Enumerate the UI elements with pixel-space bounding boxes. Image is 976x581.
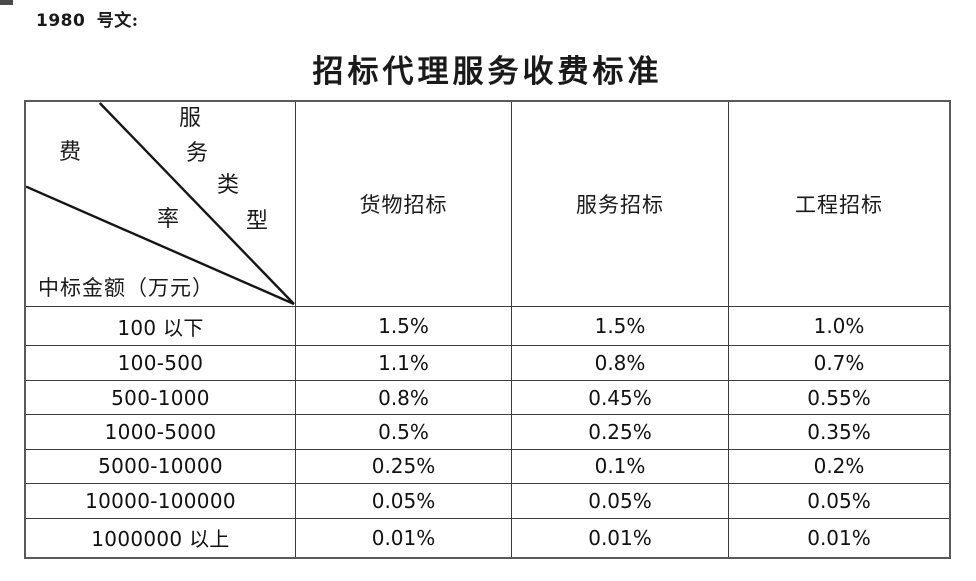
col-axis-char: 服 [179,106,203,131]
rate-cell: 0.01% [807,525,871,550]
column-header-engineering: 工程招标 [795,193,883,217]
col-axis-char: 类 [217,173,241,198]
rate-cell: 0.5% [296,415,512,449]
rate-cell: 1.1% [296,346,512,380]
table-row: 1000000 以上 0.01% 0.01% 0.01% [26,518,949,557]
rate-cell: 1.5% [296,307,512,346]
rate-cell: 0.8% [512,346,729,380]
table-row: 100 以下 1.5% 1.5% 1.0% [26,307,949,347]
column-header-service: 服务招标 [512,102,729,306]
table-row: 500-1000 0.8% 0.45% 0.55% [26,380,949,416]
amount-cell: 100 以下 [26,307,296,346]
rate-cell: 0.05% [807,488,871,513]
corner-artifact [0,0,13,5]
cell-value-char: 率 [157,207,181,232]
rate-cell: 0.25% [512,415,729,449]
amount-cell: 10000-100000 [26,484,296,518]
amount-cell: 100-500 [26,346,296,380]
rate-cell: 0.35% [807,419,871,444]
table-row: 5000-10000 0.25% 0.1% 0.2% [26,449,949,485]
amount-cell: 1000-5000 [26,415,296,449]
cell-value-char: 费 [59,140,83,165]
rate-cell: 0.45% [512,380,729,415]
doc-reference: 1980 号文: [36,6,139,31]
doc-number: 1980 [36,11,86,31]
table-row: 100-500 1.1% 0.8% 0.7% [26,346,949,381]
col-axis-char: 务 [186,141,210,166]
rate-cell: 1.5% [512,307,729,346]
rate-cell: 0.8% [296,380,512,415]
rate-cell: 0.01% [296,518,512,557]
rate-cell: 0.05% [512,484,729,518]
amount-cell: 1000000 以上 [26,518,296,557]
rate-cell: 0.55% [807,385,871,410]
rate-cell: 0.1% [512,449,729,484]
rate-cell: 0.01% [512,518,729,557]
fee-table: 服 务 类 型 费 率 中标金额（万元） 货物招标 服务招标 工程招标 100 … [24,100,951,559]
col-axis-char: 型 [246,209,270,234]
amount-cell: 500-1000 [26,380,296,415]
table-row: 1000-5000 0.5% 0.25% 0.35% [26,415,949,450]
rate-cell: 0.2% [813,454,865,479]
rate-cell: 0.05% [296,484,512,518]
row-axis-label: 中标金额（万元） [38,275,214,300]
diagonal-lines [26,102,295,306]
doc-label: 号文: [96,11,139,31]
rate-cell: 1.0% [813,314,865,339]
diagonal-header-cell: 服 务 类 型 费 率 中标金额（万元） [26,102,296,306]
rate-cell: 0.25% [296,449,512,484]
table-row: 10000-100000 0.05% 0.05% 0.05% [26,484,949,519]
page-title: 招标代理服务收费标准 [312,54,663,90]
table-header-row: 服 务 类 型 费 率 中标金额（万元） 货物招标 服务招标 工程招标 [26,102,949,307]
rate-cell: 0.7% [813,351,865,376]
amount-cell: 5000-10000 [26,449,296,484]
column-header-goods: 货物招标 [296,102,512,306]
